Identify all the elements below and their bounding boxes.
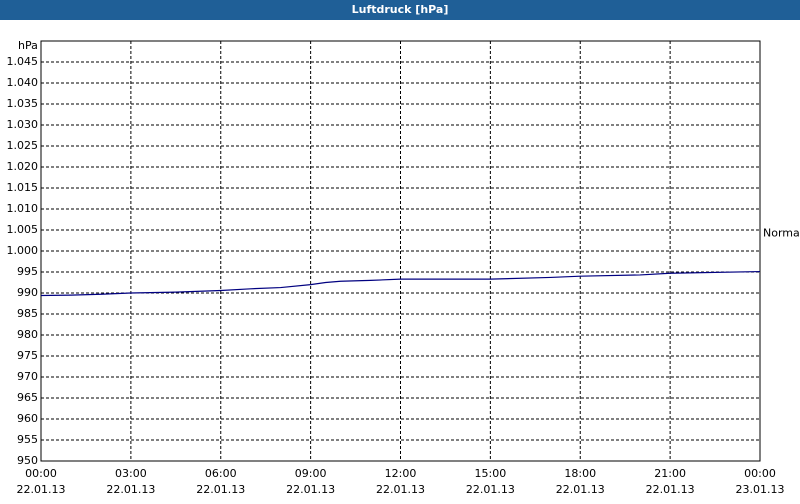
x-tick-date: 23.01.13 — [736, 483, 785, 496]
y-axis-label: hPa — [18, 39, 38, 52]
y-tick-label: 970 — [17, 370, 38, 383]
x-tick-label: 09:00 — [295, 467, 327, 480]
y-tick-label: 1.035 — [7, 97, 39, 110]
data-line — [40, 270, 761, 297]
y-tick-label: 1.030 — [7, 118, 39, 131]
y-tick-label: 1.040 — [7, 76, 39, 89]
chart-title: Luftdruck [hPa] — [352, 3, 449, 16]
y-tick-label: 950 — [17, 454, 38, 467]
y-tick-label: 995 — [17, 265, 38, 278]
y-tick-label: 1.020 — [7, 160, 39, 173]
y-tick-label: 960 — [17, 412, 38, 425]
x-tick-label: 06:00 — [205, 467, 237, 480]
title-bar — [0, 0, 800, 20]
x-tick-date: 22.01.13 — [376, 483, 425, 496]
x-tick-label: 12:00 — [385, 467, 417, 480]
reference-label: Normal — [763, 226, 800, 239]
y-tick-label: 975 — [17, 349, 38, 362]
y-tick-label: 1.010 — [7, 202, 39, 215]
y-tick-label: 990 — [17, 286, 38, 299]
x-tick-label: 15:00 — [475, 467, 507, 480]
y-tick-label: 1.045 — [7, 55, 39, 68]
y-tick-label: 985 — [17, 307, 38, 320]
y-tick-label: 955 — [17, 433, 38, 446]
y-tick-label: 1.015 — [7, 181, 39, 194]
x-tick-date: 22.01.13 — [556, 483, 605, 496]
x-tick-date: 22.01.13 — [466, 483, 515, 496]
y-tick-label: 1.000 — [7, 244, 39, 257]
y-tick-label: 1.005 — [7, 223, 39, 236]
x-tick-date: 22.01.13 — [106, 483, 155, 496]
x-tick-date: 22.01.13 — [646, 483, 695, 496]
y-tick-label: 980 — [17, 328, 38, 341]
x-tick-date: 22.01.13 — [196, 483, 245, 496]
x-tick-label: 00:00 — [744, 467, 776, 480]
x-tick-date: 22.01.13 — [286, 483, 335, 496]
y-tick-label: 1.025 — [7, 139, 39, 152]
x-tick-label: 21:00 — [654, 467, 686, 480]
x-tick-label: 00:00 — [25, 467, 57, 480]
x-tick-date: 22.01.13 — [17, 483, 66, 496]
x-tick-label: 18:00 — [564, 467, 596, 480]
x-tick-label: 03:00 — [115, 467, 147, 480]
y-tick-label: 965 — [17, 391, 38, 404]
